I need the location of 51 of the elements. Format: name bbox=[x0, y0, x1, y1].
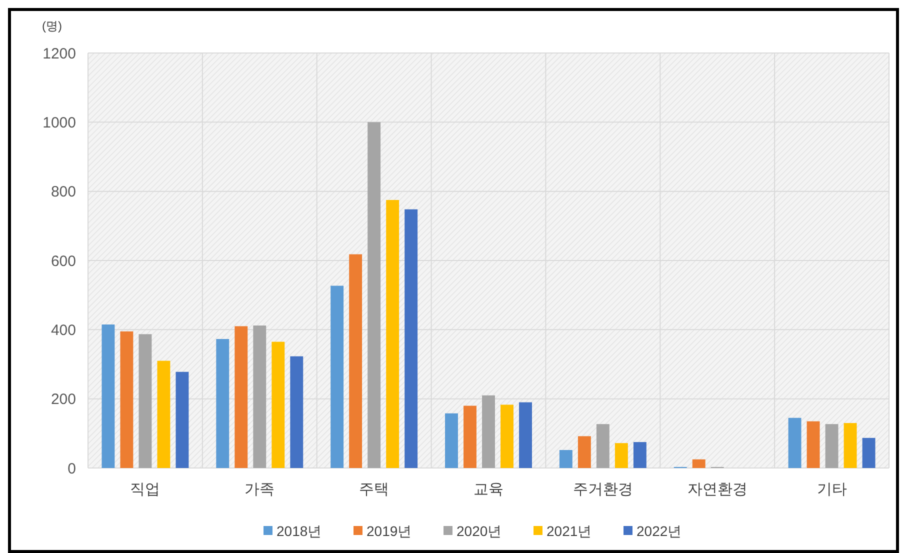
bar bbox=[788, 418, 802, 468]
bar bbox=[234, 326, 248, 468]
y-axis-title: (명) bbox=[42, 19, 62, 33]
bar bbox=[482, 395, 495, 468]
bar bbox=[806, 421, 820, 468]
y-tick-label: 800 bbox=[50, 184, 76, 201]
bar bbox=[519, 402, 532, 468]
bar bbox=[349, 254, 362, 468]
bar bbox=[614, 443, 628, 468]
x-tick-label: 주택 bbox=[359, 481, 390, 498]
legend-label: 2018년 bbox=[276, 522, 322, 539]
x-tick-label: 기타 bbox=[816, 481, 847, 498]
bar bbox=[464, 406, 476, 468]
bar bbox=[368, 122, 381, 468]
bar bbox=[272, 342, 285, 468]
bar bbox=[862, 438, 876, 468]
bar bbox=[386, 200, 400, 468]
bar bbox=[596, 424, 610, 468]
bar bbox=[633, 442, 646, 468]
y-tick-label: 1000 bbox=[42, 114, 76, 132]
x-tick-label: 직업 bbox=[130, 481, 160, 498]
bar bbox=[500, 404, 514, 468]
bar bbox=[692, 459, 706, 468]
bar bbox=[559, 450, 572, 468]
legend-label: 2020년 bbox=[456, 522, 502, 539]
bar bbox=[138, 334, 152, 468]
legend-label: 2021년 bbox=[546, 522, 592, 539]
bar bbox=[176, 372, 189, 468]
bar bbox=[825, 424, 838, 468]
x-tick-label: 가족 bbox=[244, 481, 275, 498]
bar bbox=[290, 356, 304, 468]
y-tick-label: 0 bbox=[68, 460, 76, 478]
y-tick-label: 600 bbox=[50, 252, 76, 270]
y-tick-label: 1200 bbox=[42, 45, 76, 62]
bar bbox=[120, 331, 134, 468]
bar bbox=[102, 324, 115, 468]
bar bbox=[330, 286, 344, 468]
bar bbox=[253, 326, 266, 468]
x-tick-label: 자연환경 bbox=[687, 481, 748, 498]
bar bbox=[157, 360, 170, 468]
legend-label: 2019년 bbox=[366, 522, 412, 539]
bar bbox=[445, 413, 458, 468]
bar bbox=[216, 339, 230, 468]
y-tick-label: 200 bbox=[50, 391, 76, 408]
x-tick-label: 교육 bbox=[474, 481, 504, 498]
bar bbox=[578, 436, 591, 468]
x-tick-label: 주거환경 bbox=[572, 481, 633, 498]
legend-label: 2022년 bbox=[636, 522, 682, 539]
y-tick-label: 400 bbox=[50, 322, 76, 339]
bar bbox=[404, 209, 418, 468]
bar bbox=[844, 423, 857, 468]
